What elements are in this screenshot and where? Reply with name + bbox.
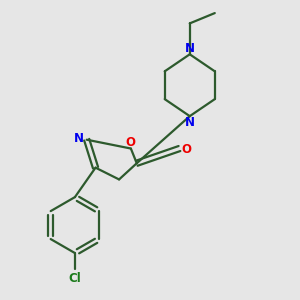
Text: N: N (185, 42, 195, 55)
Text: O: O (181, 143, 191, 157)
Text: Cl: Cl (68, 272, 81, 285)
Text: N: N (185, 116, 195, 128)
Text: O: O (126, 136, 136, 148)
Text: N: N (74, 132, 84, 145)
